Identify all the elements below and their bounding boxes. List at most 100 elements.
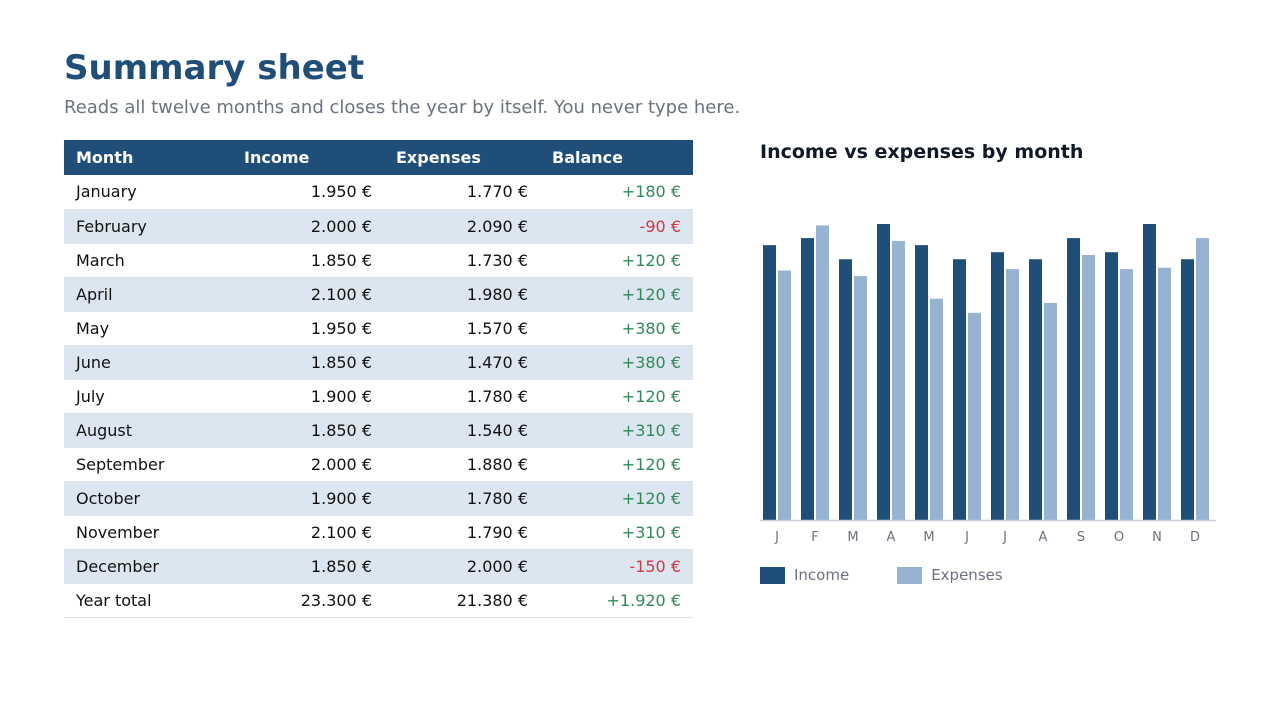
x-tick-label: D xyxy=(1190,530,1200,545)
bar-expenses-9 xyxy=(1120,269,1133,520)
bar-expenses-2 xyxy=(854,276,867,520)
cell-balance: +310 € xyxy=(540,515,693,550)
cell-expenses: 1.980 € xyxy=(384,277,540,312)
x-tick-label: A xyxy=(887,530,896,545)
cell-balance: +120 € xyxy=(540,243,693,278)
cell-month: October xyxy=(64,481,232,516)
cell-balance: +120 € xyxy=(540,447,693,482)
table-row: January 1.950 €1.770 € +180 € xyxy=(64,175,693,210)
table-row: December 1.850 €2.000 € -150 € xyxy=(64,549,693,584)
legend-item-income: Income xyxy=(760,566,849,584)
cell-month: March xyxy=(64,243,232,278)
chart-title: Income vs expenses by month xyxy=(760,141,1084,163)
bar-expenses-8 xyxy=(1082,255,1095,520)
cell-month: February xyxy=(64,209,232,244)
cell-balance: -90 € xyxy=(540,209,693,244)
cell-income: 2.000 € xyxy=(232,209,384,244)
x-tick-label: J xyxy=(964,530,969,545)
cell-month: June xyxy=(64,345,232,380)
cell-month: April xyxy=(64,277,232,312)
bar-income-3 xyxy=(877,224,890,520)
table-row: June 1.850 €1.470 € +380 € xyxy=(64,345,693,380)
table-row: August 1.850 €1.540 € +310 € xyxy=(64,413,693,448)
cell-income: 1.950 € xyxy=(232,175,384,210)
legend-item-expenses: Expenses xyxy=(897,566,1003,584)
summary-table: Month Income Expenses Balance January 1.9… xyxy=(64,140,693,618)
cell-balance: +1.920 € xyxy=(540,583,693,618)
cell-expenses: 1.470 € xyxy=(384,345,540,380)
cell-month: January xyxy=(64,175,232,210)
x-tick-label: F xyxy=(811,530,818,545)
bar-income-2 xyxy=(839,259,852,520)
cell-income: 23.300 € xyxy=(232,583,384,618)
cell-expenses: 1.770 € xyxy=(384,175,540,210)
table-row: October 1.900 €1.780 € +120 € xyxy=(64,481,693,516)
table-row: November 2.100 €1.790 € +310 € xyxy=(64,515,693,550)
cell-income: 1.900 € xyxy=(232,481,384,516)
bar-income-11 xyxy=(1181,259,1194,520)
table-row: April 2.100 €1.980 € +120 € xyxy=(64,277,693,312)
cell-balance: +180 € xyxy=(540,175,693,210)
chart-legend: Income Expenses xyxy=(760,566,1051,584)
table-total-row: Year total 23.300 €21.380 € +1.920 € xyxy=(64,583,693,618)
header-month: Month xyxy=(64,140,232,175)
table-body: January 1.950 €1.770 € +180 € February 2.000… xyxy=(64,175,693,618)
cell-balance: +120 € xyxy=(540,481,693,516)
bar-expenses-5 xyxy=(968,312,981,520)
x-tick-label: M xyxy=(847,530,858,545)
cell-expenses: 1.880 € xyxy=(384,447,540,482)
cell-income: 2.100 € xyxy=(232,515,384,550)
bar-income-4 xyxy=(915,245,928,520)
cell-income: 1.950 € xyxy=(232,311,384,346)
bar-expenses-1 xyxy=(816,225,829,520)
cell-expenses: 1.540 € xyxy=(384,413,540,448)
header-expenses: Expenses xyxy=(384,140,540,175)
cell-balance: +380 € xyxy=(540,345,693,380)
bar-expenses-0 xyxy=(778,270,791,520)
cell-month: December xyxy=(64,549,232,584)
bar-income-5 xyxy=(953,259,966,520)
cell-income: 2.100 € xyxy=(232,277,384,312)
cell-income: 1.850 € xyxy=(232,243,384,278)
legend-label-expenses: Expenses xyxy=(931,566,1003,584)
cell-expenses: 2.000 € xyxy=(384,549,540,584)
bar-expenses-6 xyxy=(1006,269,1019,520)
cell-income: 1.850 € xyxy=(232,549,384,584)
table-row: February 2.000 €2.090 € -90 € xyxy=(64,209,693,244)
bar-income-0 xyxy=(763,245,776,520)
cell-month: September xyxy=(64,447,232,482)
cell-balance: +380 € xyxy=(540,311,693,346)
x-tick-label: S xyxy=(1077,530,1085,545)
bar-expenses-11 xyxy=(1196,238,1209,520)
cell-balance: +310 € xyxy=(540,413,693,448)
bar-expenses-7 xyxy=(1044,302,1057,520)
bar-income-1 xyxy=(801,238,814,520)
legend-swatch-income xyxy=(760,566,785,584)
bar-expenses-10 xyxy=(1158,267,1171,520)
cell-month: May xyxy=(64,311,232,346)
cell-month: November xyxy=(64,515,232,550)
legend-label-income: Income xyxy=(794,566,850,584)
header-balance: Balance xyxy=(540,140,693,175)
cell-month: August xyxy=(64,413,232,448)
cell-expenses: 2.090 € xyxy=(384,209,540,244)
bar-income-7 xyxy=(1029,259,1042,520)
cell-expenses: 1.780 € xyxy=(384,481,540,516)
cell-income: 2.000 € xyxy=(232,447,384,482)
bar-income-10 xyxy=(1143,224,1156,520)
table-header-row: Month Income Expenses Balance xyxy=(64,140,693,175)
cell-expenses: 1.570 € xyxy=(384,311,540,346)
x-tick-label: J xyxy=(1002,530,1007,545)
cell-balance: +120 € xyxy=(540,277,693,312)
cell-balance: +120 € xyxy=(540,379,693,414)
table-row: September 2.000 €1.880 € +120 € xyxy=(64,447,693,482)
cell-balance: -150 € xyxy=(540,549,693,584)
bar-expenses-3 xyxy=(892,240,905,520)
cell-expenses: 21.380 € xyxy=(384,583,540,618)
cell-income: 1.850 € xyxy=(232,345,384,380)
cell-income: 1.900 € xyxy=(232,379,384,414)
table-row: May 1.950 €1.570 € +380 € xyxy=(64,311,693,346)
table-row: March 1.850 €1.730 € +120 € xyxy=(64,243,693,278)
